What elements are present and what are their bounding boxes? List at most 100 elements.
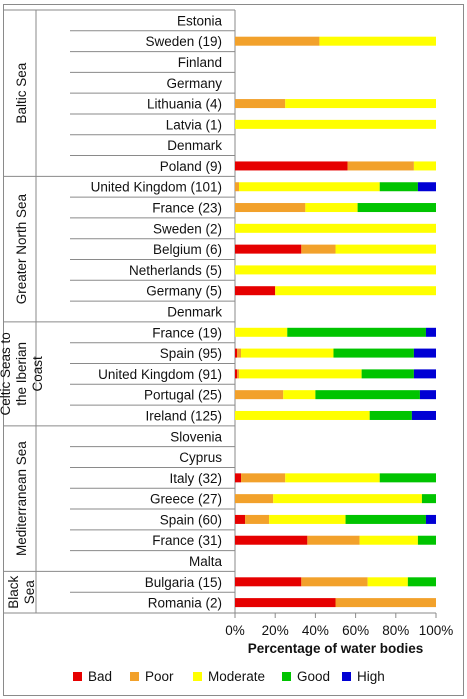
bar-segment-poor [237,348,242,358]
legend-label-poor: Poor [145,669,174,684]
x-tick-label: 80% [382,623,409,638]
category-label: Estonia [177,13,223,28]
bar-segment-high [417,182,436,192]
category-label: Belgium (6) [153,242,222,257]
bar-segment-bad [235,473,242,483]
bar-segment-moderate [335,244,436,254]
bar-segment-poor [347,161,414,171]
bar-segment-good [379,182,418,192]
bar-segment-moderate [273,494,422,504]
bar-segment-poor [235,494,274,504]
category-label: Cyprus [179,450,222,465]
category-label: Bulgaria (15) [145,575,222,590]
group-label: Greater North Sea [14,193,29,304]
group-label: Celtic Seas to [0,332,13,415]
bar-segment-moderate [235,410,370,420]
bar-segment-high [411,410,436,420]
bar-segment-bad [235,369,238,379]
category-label: France (23) [152,201,222,216]
bar-segment-bad [235,161,348,171]
bar-segment-moderate [235,327,288,337]
bar-segment-poor [235,203,306,213]
bar-segment-poor [307,535,360,545]
bar-segment-good [361,369,414,379]
bar-segment-poor [241,473,286,483]
category-label: Germany [166,76,222,91]
category-label: Malta [189,554,223,569]
bar-segment-moderate [285,99,436,109]
bar-segment-good [333,348,414,358]
legend-swatch-bad [73,672,82,681]
bar-segment-moderate [359,535,418,545]
legend-swatch-moderate [193,672,202,681]
bar-segment-good [287,327,426,337]
group-label: Sea [22,580,37,605]
category-label: Italy (32) [169,471,222,486]
bar-segment-moderate [241,348,334,358]
x-tick-label: 20% [262,623,289,638]
bar-segment-bad [235,535,308,545]
bar-segment-good [379,473,436,483]
legend-label-bad: Bad [88,669,112,684]
category-label: Spain (95) [160,346,222,361]
category-label: Netherlands (5) [129,263,222,278]
bar-segment-bad [235,598,336,608]
bar-segment-bad [235,348,238,358]
x-tick-label: 40% [302,623,329,638]
bar-segment-moderate [283,390,316,400]
group-label: Black [6,575,21,608]
legend-label-good: Good [297,669,330,684]
group-label: Mediterranean Sea [14,441,29,556]
bar-segment-moderate [235,119,436,129]
bar-segment-good [407,577,436,587]
bar-segment-poor [245,514,270,524]
category-label: Sweden (19) [145,34,222,49]
x-tick-label: 60% [342,623,369,638]
bar-segment-moderate [269,514,346,524]
bar-segment-poor [301,244,336,254]
bar-segment-high [413,348,436,358]
legend-swatch-good [282,672,291,681]
category-label: Denmark [167,305,222,320]
bar-segment-moderate [285,473,380,483]
category-label: Latvia (1) [166,117,222,132]
category-label: France (19) [152,325,222,340]
bar-segment-poor [335,598,436,608]
x-tick-label: 100% [419,623,454,638]
category-label: Sweden (2) [153,221,222,236]
bar-segment-moderate [319,36,436,46]
bar-segment-bad [235,286,276,296]
x-axis-title: Percentage of water bodies [248,641,424,656]
category-label: Germany (5) [146,284,222,299]
category-label: Denmark [167,138,222,153]
bar-segment-good [357,203,436,213]
bar-segment-good [421,494,436,504]
category-label: United Kingdom (91) [98,367,222,382]
bar-segment-moderate [235,265,436,275]
category-label: United Kingdom (101) [91,180,222,195]
bar-segment-poor [237,369,240,379]
group-label: Coast [30,356,45,392]
bar-segment-moderate [239,182,380,192]
bar-segment-bad [235,244,302,254]
bar-segment-poor [235,182,240,192]
category-label: Slovenia [170,429,222,444]
bar-segment-good [315,390,420,400]
legend-label-moderate: Moderate [208,669,265,684]
bar-segment-bad [235,577,302,587]
category-label: France (31) [152,533,222,548]
bar-segment-good [417,535,436,545]
legend-label-high: High [357,669,385,684]
bar-segment-high [425,514,436,524]
category-label: Ireland (125) [145,408,222,423]
bar-segment-poor [235,36,320,46]
bar-segment-moderate [235,223,436,233]
category-label: Portugal (25) [144,388,222,403]
x-tick-label: 0% [225,623,245,638]
category-label: Poland (9) [160,159,222,174]
legend-swatch-poor [130,672,139,681]
category-label: Lithuania (4) [147,97,222,112]
bar-segment-moderate [413,161,436,171]
bar-segment-high [419,390,436,400]
